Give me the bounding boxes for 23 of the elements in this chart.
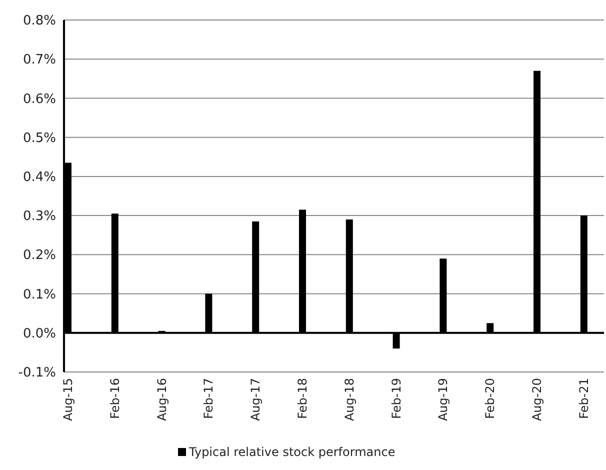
x-tick-label: Aug-20 <box>530 378 544 422</box>
y-tick-label: 0.4% <box>22 170 56 185</box>
x-tick-label: Feb-18 <box>296 378 310 419</box>
x-tick-label: Feb-20 <box>483 378 498 419</box>
x-tick-label: Aug-15 <box>61 378 75 422</box>
y-tick-label: 0.8% <box>22 14 56 29</box>
x-tick-label: Feb-21 <box>576 378 591 419</box>
x-tick-label: Feb-16 <box>108 378 122 419</box>
y-tick-label: 0.7% <box>22 52 56 68</box>
y-tick-label: 0.3% <box>22 209 56 224</box>
y-tick-label: 0.2% <box>22 248 56 264</box>
y-tick-label: 0.6% <box>22 92 56 107</box>
y-tick-label: 0.0% <box>22 326 56 342</box>
x-tick-label: Feb-19 <box>389 378 404 419</box>
y-tick-label: 0.5% <box>22 130 56 146</box>
x-tick-label: Aug-17 <box>248 378 263 422</box>
legend-label: Typical relative stock performance <box>188 445 396 459</box>
x-tick-label: Feb-17 <box>202 378 216 419</box>
x-tick-label: Aug-18 <box>342 378 356 422</box>
x-tick-label: Aug-16 <box>154 378 169 422</box>
y-tick-label: -0.1% <box>18 366 56 381</box>
y-tick-label: 0.1% <box>22 287 56 302</box>
x-tick-label: Aug-19 <box>436 378 450 422</box>
